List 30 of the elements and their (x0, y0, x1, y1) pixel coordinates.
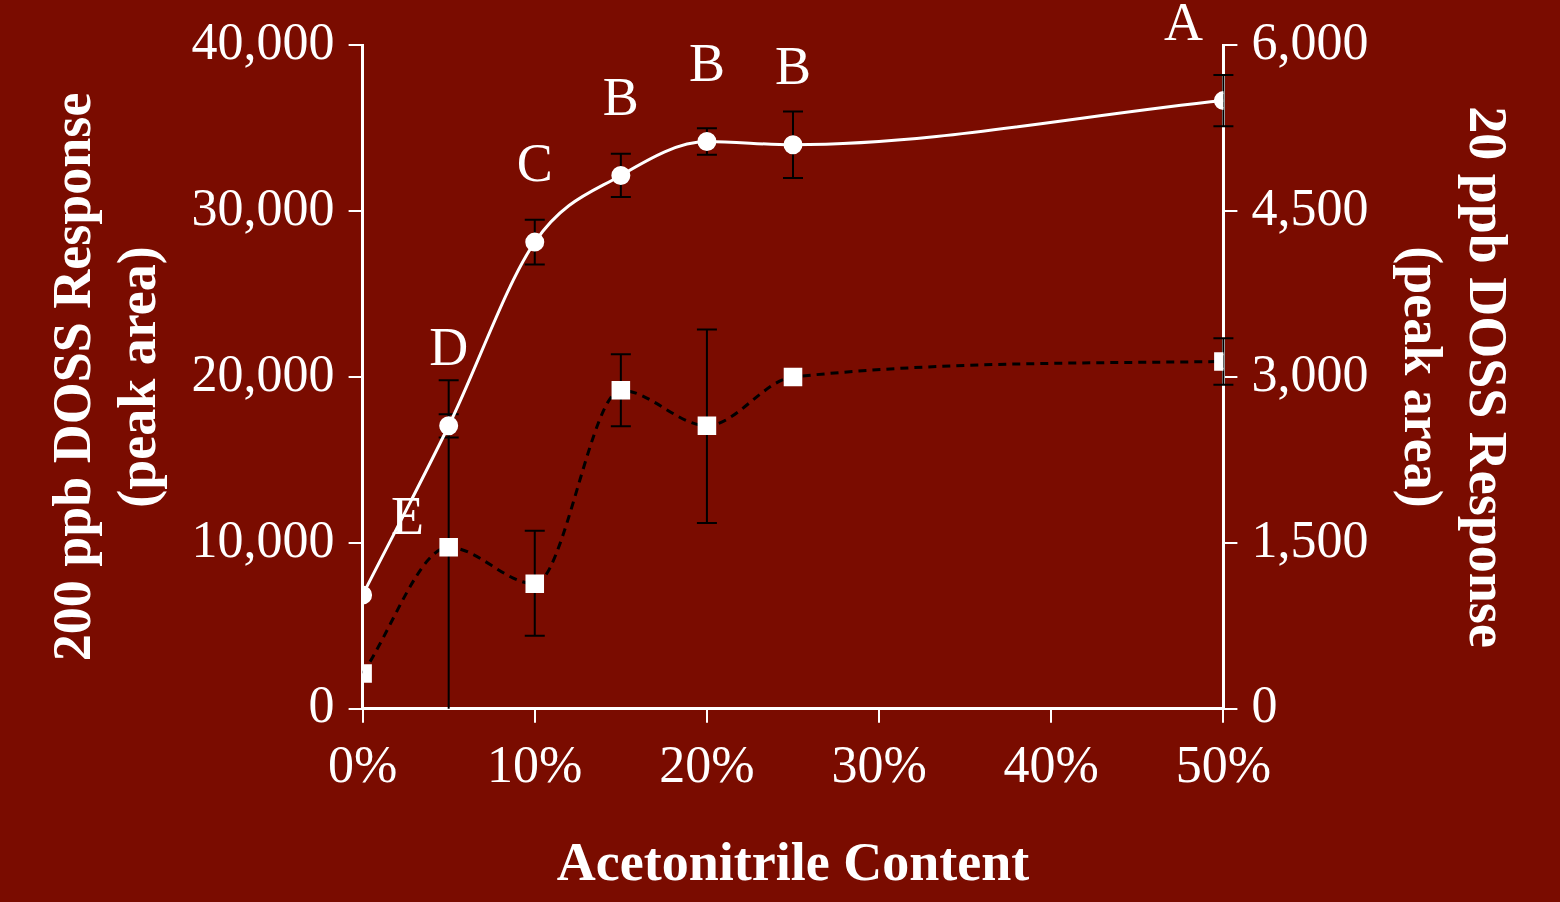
y2-tick-label: 4,500 (1251, 178, 1369, 236)
y2-tick-label: 6,000 (1251, 12, 1369, 70)
y-axis-title: 200 ppb DOSS Response (peak area) (42, 92, 168, 662)
y2-tick-label: 1,500 (1251, 510, 1369, 568)
y2-axis-title: 20 ppb DOSS Response (peak area) (1392, 106, 1518, 648)
annotation: C (516, 133, 553, 194)
point (611, 380, 631, 400)
annotation: A (1163, 0, 1203, 52)
y-tick-label: 10,000 (191, 510, 335, 568)
x-tick-label: 30% (831, 735, 927, 793)
y2-tick-label: 3,000 (1251, 344, 1369, 402)
y-tick-label: 20,000 (191, 344, 335, 402)
x-tick-label: 50% (1175, 735, 1272, 793)
x-axis-title: Acetonitrile Content (556, 831, 1030, 892)
point (439, 538, 458, 557)
point (697, 416, 717, 435)
annotation: D (429, 316, 469, 377)
y-tick-label: 40,000 (191, 12, 335, 70)
y-tick-label: 0 (308, 676, 335, 734)
x-tick-label: 40% (1003, 735, 1099, 793)
y-tick-label: 30,000 (191, 178, 335, 236)
y2-tick-label: 0 (1251, 676, 1278, 734)
annotation: B (602, 66, 639, 127)
point (525, 574, 545, 594)
annotation: B (774, 35, 812, 96)
x-tick-label: 10% (487, 735, 583, 793)
x-tick-label: 20% (659, 735, 755, 793)
x-tick-label: 0% (327, 735, 398, 793)
annotation: B (688, 32, 725, 93)
point (783, 367, 803, 387)
